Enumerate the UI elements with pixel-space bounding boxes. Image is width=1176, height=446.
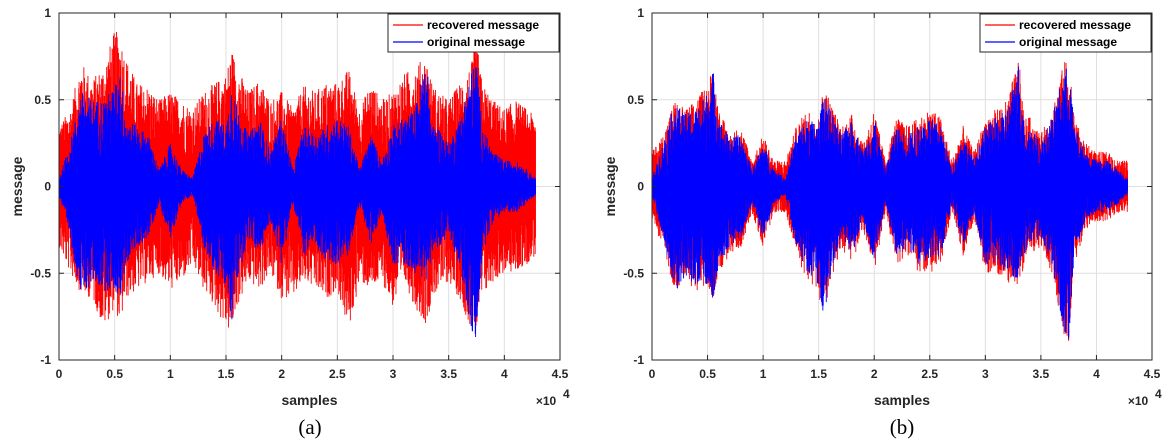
x-exponent-label: ×10 xyxy=(536,394,557,408)
y-tick-label: 0 xyxy=(637,180,644,194)
x-tick-label: 4.5 xyxy=(1144,367,1161,381)
series-original-message xyxy=(59,67,536,338)
x-tick-label: 3 xyxy=(982,367,989,381)
y-tick-label: 1 xyxy=(44,6,51,20)
legend-entry: original message xyxy=(427,35,525,49)
x-tick-label: 0 xyxy=(56,367,63,381)
x-tick-label: 4 xyxy=(501,367,508,381)
x-tick-label: 0 xyxy=(649,367,656,381)
x-tick-label: 2 xyxy=(278,367,285,381)
x-axis-label: samples xyxy=(874,392,930,408)
x-tick-label: 4.5 xyxy=(552,367,569,381)
y-tick-label: -1 xyxy=(633,353,644,367)
legend-box xyxy=(979,13,1152,53)
x-tick-label: 0.5 xyxy=(106,367,123,381)
x-tick-label: 1.5 xyxy=(218,367,235,381)
x-tick-label: 2 xyxy=(871,367,878,381)
series-original-message xyxy=(652,66,1129,339)
x-exponent-label: ×10 xyxy=(1128,394,1149,408)
y-tick-label: 0.5 xyxy=(34,93,51,107)
legend: recovered message original message xyxy=(387,13,560,53)
legend: recovered message original message xyxy=(979,13,1152,53)
panel-caption: (a) xyxy=(298,415,321,439)
x-tick-label: 0.5 xyxy=(699,367,716,381)
x-tick-label: 1.5 xyxy=(810,367,827,381)
x-tick-label: 1 xyxy=(760,367,767,381)
x-axis-label: samples xyxy=(281,392,337,408)
y-axis-label: message xyxy=(602,156,618,216)
legend-box xyxy=(387,13,560,53)
legend-entry: recovered message xyxy=(427,18,539,32)
y-tick-label: 1 xyxy=(637,6,644,20)
x-tick-label: 2.5 xyxy=(921,367,938,381)
legend-entry: recovered message xyxy=(1019,18,1131,32)
x-tick-label: 1 xyxy=(167,367,174,381)
legend-entry: original message xyxy=(1019,35,1117,49)
x-tick-label: 3.5 xyxy=(440,367,457,381)
panel-caption: (b) xyxy=(890,415,915,439)
x-tick-label: 4 xyxy=(1093,367,1100,381)
x-tick-label: 2.5 xyxy=(329,367,346,381)
x-exponent-power: 4 xyxy=(1155,387,1162,401)
chart-panel-b: 0 0.5 1 1.5 2 2.5 3 3.5 4 4.5 -1 -0.5 0 0.5 1 ×10 4 sampl… xyxy=(602,6,1162,408)
y-tick-label: 0.5 xyxy=(627,93,644,107)
x-tick-label: 3 xyxy=(390,367,397,381)
x-tick-label: 3.5 xyxy=(1033,367,1050,381)
y-tick-label: -1 xyxy=(40,353,51,367)
x-exponent-power: 4 xyxy=(563,387,570,401)
chart-panel-a: 0 0.5 1 1.5 2 2.5 3 3.5 4 4.5 -1 -0.5 0 0.5 1 ×10 4 sampl… xyxy=(9,6,570,408)
y-tick-label: 0 xyxy=(44,180,51,194)
y-axis-label: message xyxy=(9,156,25,216)
y-tick-label: -0.5 xyxy=(623,266,644,280)
y-tick-label: -0.5 xyxy=(30,266,51,280)
